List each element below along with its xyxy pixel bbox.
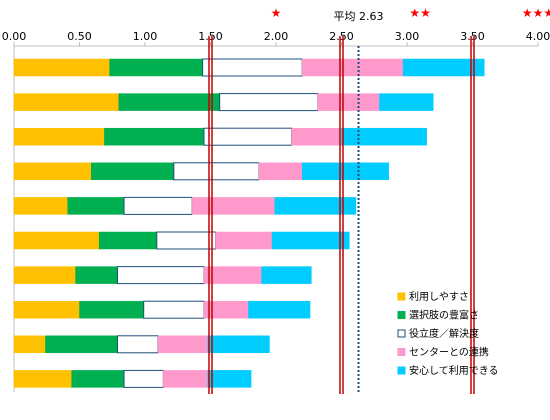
legend-label-2: 選択肢の豊富さ xyxy=(409,309,479,322)
bar-segment-row1-series3 xyxy=(202,58,303,77)
bar-segment-row9-series2 xyxy=(45,335,118,354)
bar-segment-row2-series3 xyxy=(219,93,319,112)
bar-segment-row3-series2 xyxy=(104,127,205,146)
bar-segment-row6-series2 xyxy=(98,231,158,250)
x-tick-label: 1.00 xyxy=(133,30,158,43)
bar-segment-row9-series5 xyxy=(207,335,270,354)
legend-label-3: 役立度／解決度 xyxy=(409,327,479,340)
bar-segment-row5-series1 xyxy=(13,197,68,215)
bar-segment-row2-series2 xyxy=(118,93,220,111)
bar-segment-row2-series4 xyxy=(317,93,380,111)
bar-segment-row9-series1 xyxy=(13,335,46,354)
x-tick-label: 0.50 xyxy=(67,30,92,43)
bar-segment-row1-series1 xyxy=(13,58,110,77)
bar-segment-row7-series5 xyxy=(261,266,312,284)
bar-segment-row3-series4 xyxy=(291,127,342,146)
legend-label-5: 安心して利用できる xyxy=(409,364,499,377)
x-tick-label: 0.00 xyxy=(2,30,27,43)
bar-segment-row1-series2 xyxy=(109,58,203,77)
bar-segment-row1-series4 xyxy=(301,58,404,77)
legend-swatch-3 xyxy=(397,329,406,338)
bar-segment-row4-series5 xyxy=(301,162,389,181)
bar-segment-row9-series3 xyxy=(116,335,159,354)
legend-label-4: センターとの連携 xyxy=(409,346,489,359)
bar-segment-row8-series1 xyxy=(13,300,80,319)
star-rating-2: ★★ xyxy=(409,6,431,20)
bar-segment-row8-series4 xyxy=(203,300,249,319)
legend-swatch-2 xyxy=(397,311,406,319)
legend-label-1: 利用しやすさ xyxy=(409,291,469,303)
bar-segment-row10-series4 xyxy=(163,370,209,388)
x-tick-label: 2.50 xyxy=(329,30,354,43)
bar-segment-row6-series3 xyxy=(156,231,217,250)
bar-segment-row7-series2 xyxy=(75,266,118,284)
bar-segment-row5-series2 xyxy=(67,197,125,215)
star-rating-3: ★★★ xyxy=(522,6,550,20)
bar-segment-row1-series5 xyxy=(402,58,485,77)
legend-swatch-5 xyxy=(397,366,406,375)
bar-segment-row3-series3 xyxy=(203,127,293,146)
legend-swatch-4 xyxy=(397,348,406,356)
bar-segment-row4-series1 xyxy=(13,162,92,181)
bar-segment-row10-series2 xyxy=(71,370,125,388)
bar-segment-row8-series2 xyxy=(79,300,144,319)
bar-segment-row5-series3 xyxy=(123,196,193,215)
bar-segment-row5-series5 xyxy=(274,197,357,215)
x-tick-label: 1.50 xyxy=(198,30,223,43)
bar-segment-row8-series5 xyxy=(248,300,311,319)
x-tick-label: 3.50 xyxy=(460,30,485,43)
bar-segment-row2-series1 xyxy=(13,93,120,111)
bar-segment-row6-series1 xyxy=(13,231,100,250)
bar-segment-row8-series3 xyxy=(143,300,205,319)
bar-segment-row4-series2 xyxy=(91,162,175,181)
bar-segment-row10-series5 xyxy=(207,370,252,388)
bar-segment-row3-series1 xyxy=(13,127,105,146)
bar-segment-row7-series3 xyxy=(116,266,205,285)
star-rating-1: ★ xyxy=(271,6,282,20)
bar-segment-row6-series5 xyxy=(271,231,350,250)
x-tick-label: 2.00 xyxy=(264,30,289,43)
bar-segment-row5-series4 xyxy=(191,197,275,215)
bar-segment-row9-series4 xyxy=(157,335,209,354)
bar-segment-row3-series5 xyxy=(341,127,427,146)
bar-segment-row6-series4 xyxy=(215,231,273,250)
legend-swatch-1 xyxy=(397,292,406,301)
x-tick-label: 4.00 xyxy=(526,30,550,43)
average-label: 平均 2.63 xyxy=(334,10,384,23)
bar-segment-row2-series5 xyxy=(379,93,434,111)
bar-segment-row4-series3 xyxy=(173,162,260,181)
bar-segment-row7-series1 xyxy=(13,266,76,284)
bar-segment-row4-series4 xyxy=(258,162,303,181)
bar-segment-row10-series1 xyxy=(13,370,72,388)
bar-segment-row10-series3 xyxy=(123,369,164,388)
x-tick-label: 3.00 xyxy=(395,30,420,43)
